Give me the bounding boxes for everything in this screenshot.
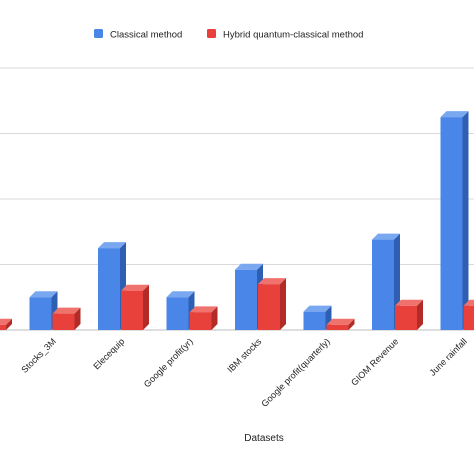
- bar-hybrid: [463, 305, 474, 330]
- bar-hybrid: [258, 284, 280, 330]
- bar-side: [280, 278, 286, 330]
- bar-top: [29, 291, 58, 298]
- bar-classical: [98, 248, 120, 330]
- bar-classical: [372, 239, 394, 330]
- bar-top: [258, 278, 286, 285]
- legend-swatch-classical: [94, 29, 103, 38]
- bar-top: [98, 242, 126, 249]
- bar-side: [143, 284, 149, 330]
- bar-classical: [440, 117, 463, 330]
- legend-label-classical: Classical method: [110, 30, 182, 41]
- x-tick-labels: Stocks_3M Elecequip Google profit(yr) IBM s…: [19, 336, 469, 409]
- bar-top: [326, 318, 355, 325]
- x-tick-label: Google profit(quarterly): [259, 336, 332, 409]
- bar-side: [6, 318, 12, 330]
- x-tick-label: June rainfall: [428, 336, 469, 377]
- bar-top: [166, 291, 195, 298]
- x-tick-label: IBM stocks: [225, 336, 264, 375]
- bar-hybrid: [121, 290, 143, 330]
- bar-classical: [235, 269, 257, 330]
- bar-side: [348, 318, 355, 330]
- bar-side: [462, 111, 469, 330]
- bar-side: [417, 299, 423, 330]
- legend-swatch-hybrid: [207, 29, 216, 38]
- bars: [0, 111, 474, 330]
- x-tick-label: Google profit(yr): [142, 336, 195, 389]
- bar-hybrid: [395, 305, 417, 330]
- bar-top: [189, 306, 218, 313]
- bar-top: [463, 299, 474, 306]
- bar-top: [0, 318, 12, 325]
- bar-side: [211, 306, 218, 330]
- legend-label-hybrid: Hybrid quantum-classical method: [223, 30, 363, 41]
- bar-side: [74, 307, 81, 330]
- bar-classical: [303, 311, 326, 330]
- x-tick-label: Elecequip: [91, 336, 126, 371]
- bar-classical: [166, 297, 189, 330]
- bar-top: [372, 233, 400, 240]
- bar-hybrid: [326, 324, 349, 330]
- x-axis-title: Datasets: [244, 433, 283, 444]
- bar-hybrid: [189, 312, 212, 330]
- bar-top: [52, 307, 81, 314]
- bar-top: [235, 263, 263, 270]
- x-tick-label: GIOM Revenue: [349, 336, 400, 387]
- bar-top: [303, 305, 332, 312]
- bar-top: [395, 299, 423, 306]
- legend: Classical method Hybrid quantum-classica…: [94, 29, 363, 41]
- bar-top: [440, 111, 469, 118]
- bar-hybrid: [52, 313, 75, 330]
- bar-classical: [29, 297, 52, 330]
- bar-hybrid: [0, 324, 6, 330]
- bar-top: [121, 284, 149, 291]
- x-tick-label: Stocks_3M: [19, 336, 58, 375]
